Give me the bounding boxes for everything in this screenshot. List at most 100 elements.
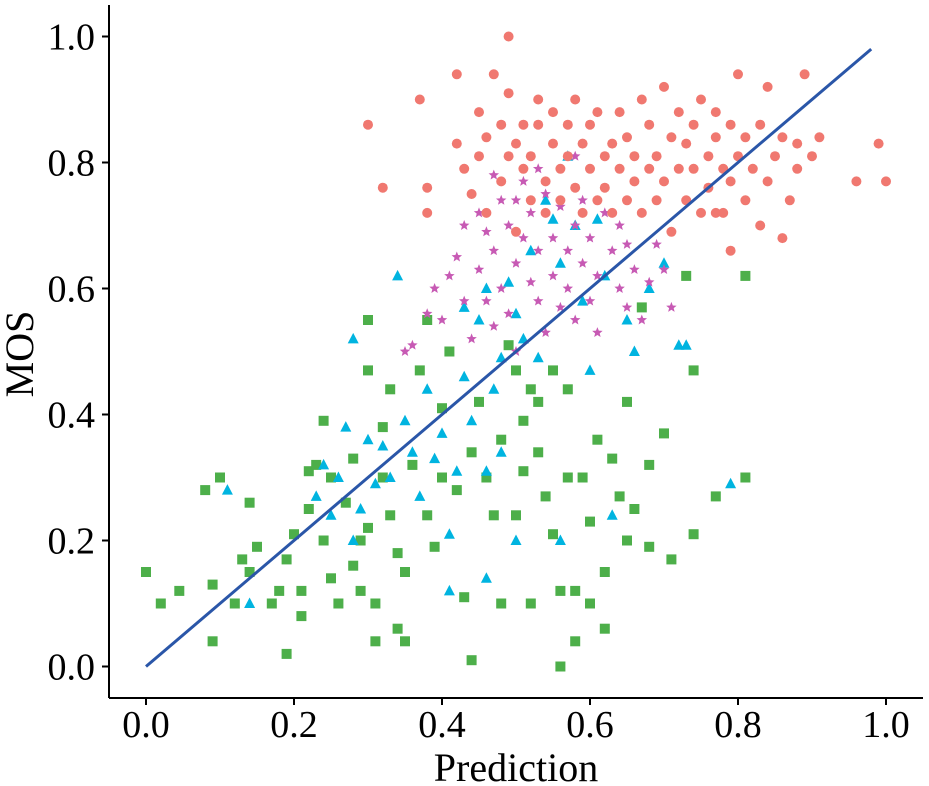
data-point-square	[533, 396, 544, 407]
data-point-star	[503, 220, 514, 230]
data-point-square	[333, 598, 344, 609]
data-point-circle	[740, 132, 751, 143]
data-point-square	[429, 541, 440, 552]
data-point-circle	[555, 195, 566, 206]
data-point-square	[570, 585, 581, 596]
data-point-square	[740, 270, 751, 281]
data-point-star	[495, 194, 507, 205]
data-point-circle	[474, 151, 484, 162]
data-point-square	[503, 340, 514, 351]
data-point-star	[569, 314, 581, 325]
data-point-circle	[755, 220, 766, 231]
data-point-star	[518, 232, 529, 243]
fit-line	[145, 47, 873, 668]
data-point-square	[518, 415, 529, 426]
data-point-circle	[540, 207, 551, 218]
data-point-circle	[636, 207, 647, 218]
data-point-star	[540, 188, 551, 199]
series-green-squares	[141, 270, 751, 672]
data-point-circle	[414, 94, 425, 105]
data-point-triangle	[606, 509, 618, 520]
y-tick-label: 0.6	[48, 269, 96, 311]
data-point-square	[592, 434, 603, 445]
data-point-square	[466, 447, 477, 458]
data-point-square	[688, 365, 699, 376]
data-point-triangle	[495, 351, 507, 363]
data-point-circle	[651, 151, 662, 162]
data-point-triangle	[554, 257, 566, 268]
data-point-triangle	[725, 477, 737, 489]
data-point-circle	[666, 226, 677, 237]
data-point-square	[644, 459, 655, 470]
data-point-star	[429, 283, 440, 293]
data-point-circle	[607, 138, 618, 149]
data-point-star	[510, 194, 522, 205]
data-point-square	[244, 497, 255, 508]
data-point-star	[577, 194, 588, 205]
data-point-square	[377, 472, 388, 483]
data-point-triangle	[643, 282, 655, 293]
data-point-square	[496, 598, 507, 609]
data-point-star	[651, 238, 662, 249]
data-point-square	[207, 579, 218, 590]
data-point-square	[237, 554, 248, 565]
data-point-square	[451, 485, 462, 496]
data-point-square	[370, 598, 381, 609]
data-point-square	[481, 472, 492, 483]
data-point-triangle	[628, 345, 640, 356]
x-tick-label: 0.4	[418, 704, 466, 746]
data-point-circle	[518, 119, 529, 130]
data-point-circle	[474, 107, 484, 118]
data-point-triangle	[347, 332, 359, 344]
data-point-circle	[792, 138, 803, 149]
data-point-triangle	[458, 301, 470, 312]
data-point-circle	[777, 233, 788, 244]
data-point-triangle	[369, 477, 381, 489]
data-point-circle	[696, 207, 706, 218]
data-point-star	[466, 333, 477, 344]
data-point-triangle	[244, 597, 256, 608]
data-point-triangle	[495, 446, 507, 457]
data-point-circle	[814, 132, 825, 143]
data-point-circle	[636, 94, 647, 105]
data-point-circle	[488, 69, 499, 80]
data-point-triangle	[547, 213, 559, 224]
data-point-star	[614, 220, 625, 230]
data-point-square	[444, 346, 455, 357]
data-point-circle	[451, 69, 462, 80]
data-point-square	[644, 541, 655, 552]
data-point-circle	[666, 132, 677, 143]
data-point-triangle	[554, 534, 566, 545]
data-point-square	[318, 415, 329, 426]
data-point-star	[525, 276, 537, 287]
data-point-triangle	[532, 351, 544, 363]
data-point-circle	[363, 119, 373, 130]
data-point-square	[274, 585, 285, 596]
y-tick-label: 1.0	[48, 17, 96, 59]
data-point-star	[614, 283, 625, 293]
data-point-square	[303, 504, 314, 514]
data-point-square	[377, 422, 388, 433]
data-point-triangle	[443, 528, 455, 539]
data-point-triangle	[347, 534, 359, 545]
data-point-circle	[710, 132, 721, 143]
series-blue-triangles	[221, 150, 737, 608]
data-point-circle	[377, 182, 388, 193]
data-point-triangle	[510, 534, 522, 545]
data-point-triangle	[584, 364, 596, 375]
data-point-triangle	[377, 440, 389, 451]
data-point-star	[540, 327, 551, 338]
data-point-square	[681, 270, 692, 281]
data-point-circle	[525, 195, 536, 206]
data-point-triangle	[680, 339, 692, 350]
data-point-star	[577, 257, 588, 268]
data-point-square	[370, 636, 381, 647]
data-point-star	[547, 270, 559, 281]
data-point-circle	[792, 163, 803, 174]
data-point-star	[488, 169, 500, 180]
data-point-square	[688, 529, 699, 540]
data-point-circle	[503, 88, 514, 99]
data-point-square	[622, 535, 632, 546]
data-point-square	[348, 560, 359, 571]
data-point-square	[155, 598, 166, 609]
